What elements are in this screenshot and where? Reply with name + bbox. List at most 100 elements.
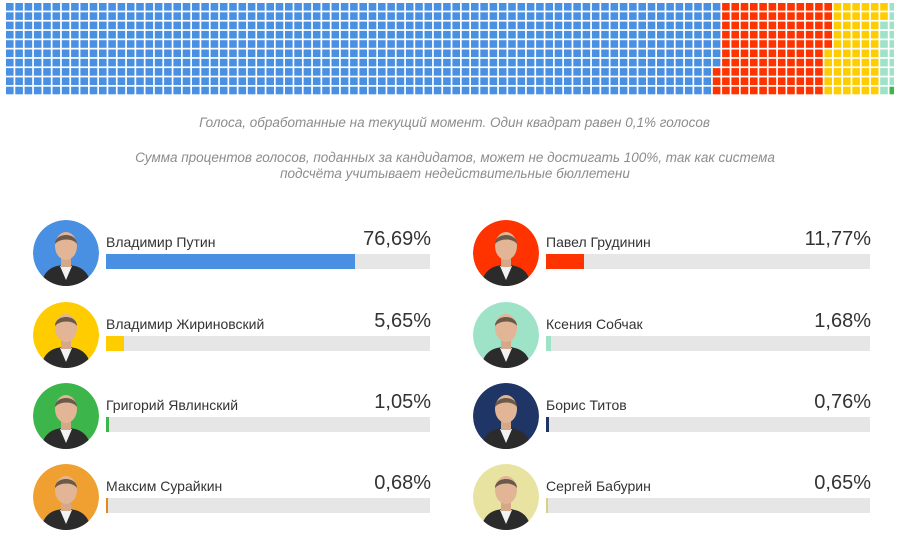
waffle-square: [331, 86, 340, 95]
waffle-square: [387, 86, 395, 95]
waffle-square: [712, 77, 721, 85]
bar-fill: [106, 498, 109, 513]
waffle-square: [266, 58, 274, 67]
waffle-square: [573, 68, 581, 76]
waffle-square: [396, 12, 405, 20]
waffle-square: [266, 30, 274, 39]
waffle-square: [350, 86, 358, 95]
waffle-square: [80, 49, 88, 58]
waffle-square: [498, 58, 507, 67]
waffle-square: [247, 77, 256, 85]
waffle-square: [285, 68, 293, 76]
waffle-square: [303, 86, 312, 95]
waffle-square: [526, 68, 535, 76]
waffle-square: [275, 40, 284, 48]
waffle-square: [536, 12, 544, 20]
waffle-square: [219, 40, 228, 48]
waffle-chart: [6, 3, 894, 95]
waffle-square: [415, 86, 423, 95]
candidate-percent: 1,68%: [814, 310, 871, 332]
waffle-square: [759, 86, 767, 95]
waffle-square: [573, 86, 581, 95]
waffle-square: [889, 77, 894, 85]
waffle-square: [629, 40, 637, 48]
waffle-square: [508, 30, 516, 39]
waffle-square: [6, 30, 14, 39]
waffle-square: [117, 68, 126, 76]
candidate-name: Павел Грудинин: [546, 234, 651, 250]
waffle-square: [257, 86, 265, 95]
waffle-square: [638, 30, 646, 39]
waffle-square: [443, 86, 451, 95]
bar-track: [106, 254, 430, 269]
waffle-square: [843, 40, 851, 48]
waffle-square: [452, 3, 460, 11]
waffle-square: [80, 12, 88, 20]
waffle-square: [722, 49, 730, 58]
waffle-square: [694, 86, 702, 95]
waffle-square: [536, 86, 544, 95]
waffle-square: [638, 86, 646, 95]
waffle-square: [173, 77, 181, 85]
waffle-square: [405, 68, 414, 76]
waffle-square: [712, 86, 721, 95]
waffle-square: [870, 30, 879, 39]
bar-track: [546, 254, 870, 269]
waffle-square: [647, 68, 656, 76]
waffle-square: [433, 68, 442, 76]
waffle-square: [796, 68, 805, 76]
waffle-square: [359, 3, 367, 11]
waffle-square: [71, 21, 79, 30]
waffle-square: [768, 40, 777, 48]
waffle-square: [647, 21, 656, 30]
waffle-square: [852, 49, 860, 58]
waffle-square: [452, 77, 460, 85]
waffle-square: [647, 30, 656, 39]
waffle-square: [322, 40, 330, 48]
waffle-square: [424, 3, 433, 11]
waffle-square: [666, 68, 674, 76]
waffle-square: [294, 12, 302, 20]
waffle-square: [740, 40, 749, 48]
waffle-square: [777, 40, 786, 48]
waffle-square: [331, 3, 340, 11]
waffle-square: [861, 77, 870, 85]
waffle-square: [750, 77, 758, 85]
waffle-square: [61, 40, 70, 48]
waffle-square: [219, 49, 228, 58]
waffle-square: [536, 21, 544, 30]
waffle-square: [424, 86, 433, 95]
waffle-square: [164, 58, 172, 67]
waffle-square: [638, 3, 646, 11]
candidate-avatar: [33, 302, 99, 368]
waffle-square: [610, 21, 619, 30]
waffle-square: [731, 68, 739, 76]
waffle-square: [461, 58, 470, 67]
waffle-square: [443, 58, 451, 67]
waffle-square: [759, 77, 767, 85]
waffle-square: [192, 30, 200, 39]
waffle-square: [154, 49, 163, 58]
candidate-name: Максим Сурайкин: [106, 478, 223, 494]
waffle-square: [424, 68, 433, 76]
waffle-square: [340, 12, 349, 20]
waffle-square: [173, 40, 181, 48]
waffle-square: [880, 21, 888, 30]
waffle-square: [117, 86, 126, 95]
waffle-square: [629, 68, 637, 76]
waffle-square: [415, 77, 423, 85]
waffle-square: [312, 49, 321, 58]
waffle-square: [759, 12, 767, 20]
waffle-square: [471, 68, 479, 76]
waffle-square: [322, 86, 330, 95]
waffle-square: [266, 3, 274, 11]
candidate-percent: 76,69%: [363, 228, 431, 250]
waffle-square: [285, 86, 293, 95]
waffle-square: [6, 12, 14, 20]
waffle-square: [154, 21, 163, 30]
candidate-percent: 1,05%: [374, 391, 431, 413]
waffle-square: [629, 58, 637, 67]
waffle-square: [433, 86, 442, 95]
waffle-square: [415, 30, 423, 39]
waffle-square: [852, 68, 860, 76]
